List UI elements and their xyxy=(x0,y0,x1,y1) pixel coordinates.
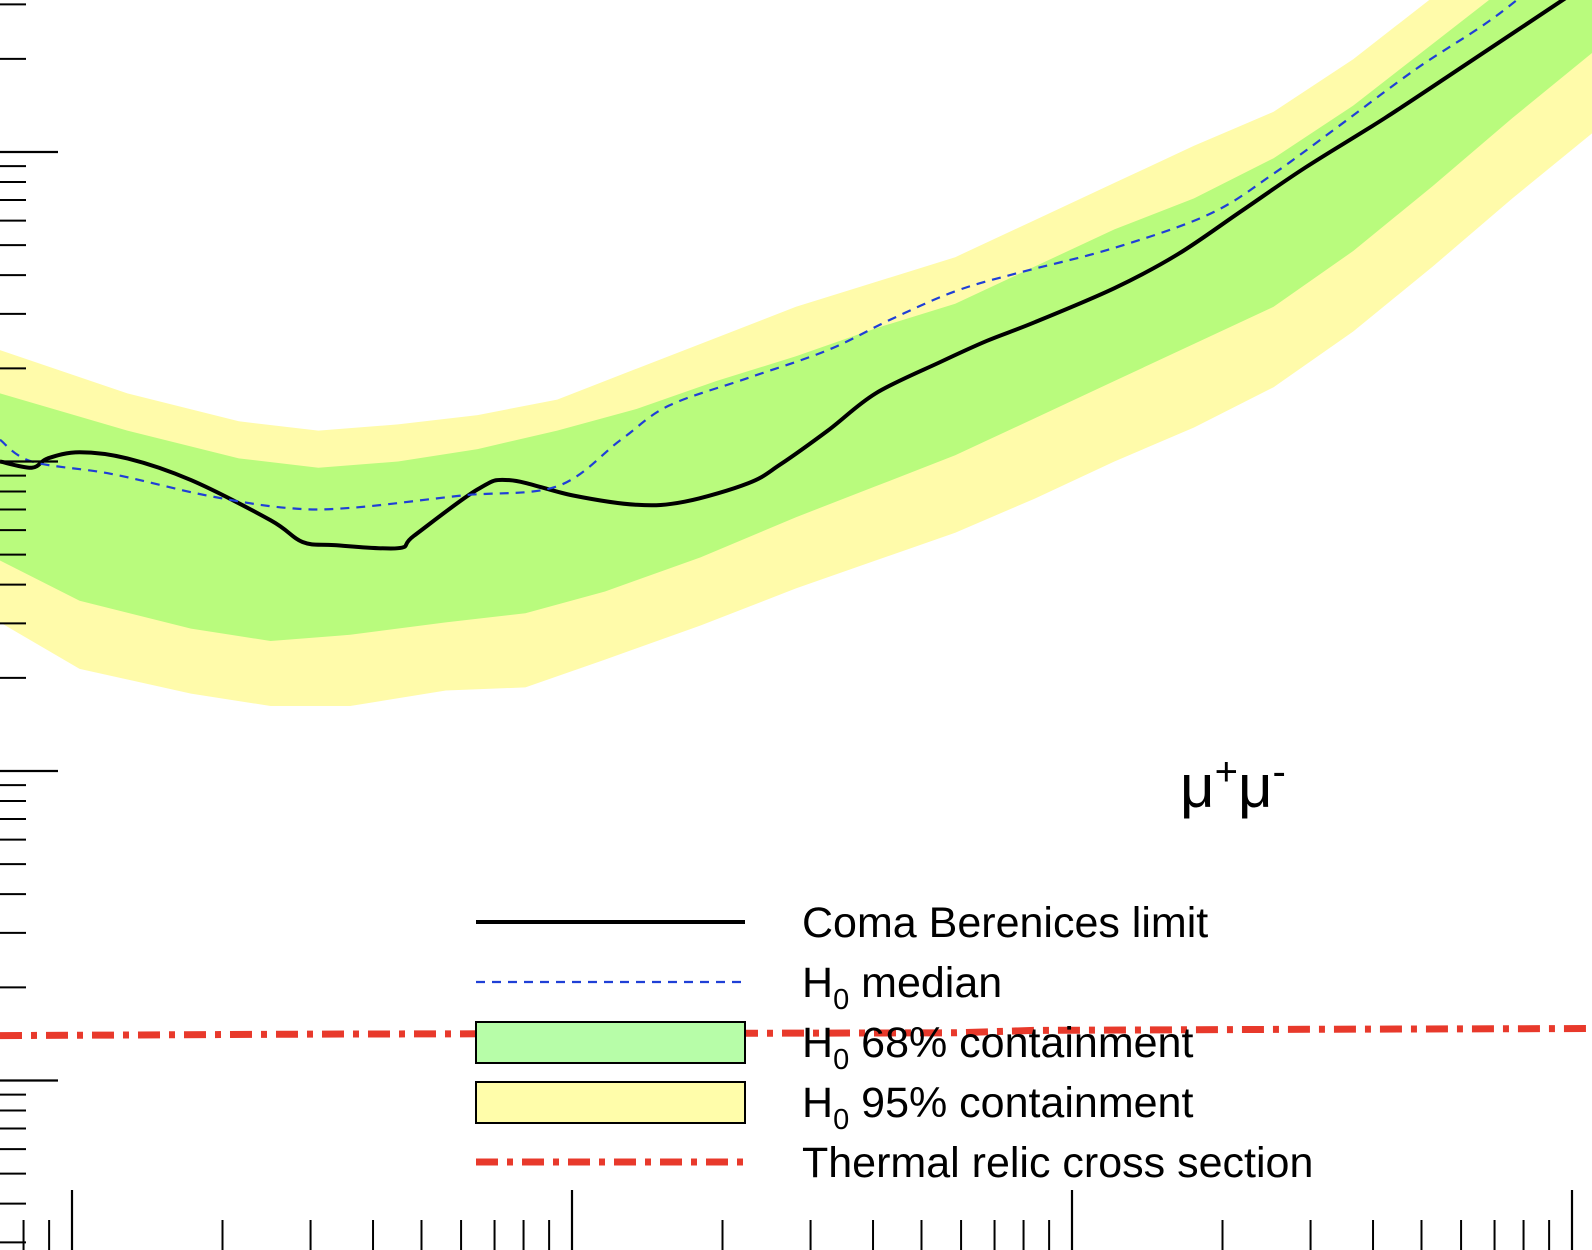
series-line-limit xyxy=(0,0,1567,551)
legend-label-sub: 0 xyxy=(833,1044,849,1076)
legend-label-main: Coma Berenices limit xyxy=(802,899,1208,947)
channel-mu-2: μ xyxy=(1238,753,1273,820)
series-line-thermal xyxy=(0,1025,1592,1040)
legend-label-band68: H0 68% containment xyxy=(802,1019,1193,1076)
channel-sup-minus: - xyxy=(1273,750,1286,794)
axes xyxy=(0,3,1574,1250)
legend-label-thermal: Thermal relic cross section xyxy=(802,1139,1313,1187)
legend-label-median: H0 median xyxy=(802,959,1002,1016)
legend-label-band95: H0 95% containment xyxy=(802,1079,1193,1136)
legend-entry-limit: Coma Berenices limit xyxy=(476,899,1208,947)
band-band68 xyxy=(0,0,1592,641)
series-line-median xyxy=(0,0,1519,511)
legend-label-sub: 0 xyxy=(833,1104,849,1136)
channel-label: μ+μ- xyxy=(1180,750,1286,820)
channel-mu: μ xyxy=(1180,753,1215,820)
legend-label-main: H xyxy=(802,959,833,1007)
legend-entry-band95: H0 95% containment xyxy=(475,1079,1193,1136)
legend-label-rest: 95% containment xyxy=(849,1079,1193,1127)
legend-label-main: Thermal relic cross section xyxy=(802,1139,1313,1187)
legend-label-rest: 68% containment xyxy=(849,1019,1193,1067)
legend-label-sub: 0 xyxy=(833,984,849,1016)
legend-label-main: H xyxy=(802,1019,833,1067)
legend-entry-band68: H0 68% containment xyxy=(475,1019,1193,1076)
channel-sup-plus: + xyxy=(1215,750,1238,794)
legend-swatch-band68 xyxy=(475,1021,746,1064)
series-lines xyxy=(0,0,1592,1040)
legend-swatch-band95 xyxy=(475,1081,746,1124)
legend-entry-median: H0 median xyxy=(476,959,1002,1016)
legend-entry-thermal: Thermal relic cross section xyxy=(476,1139,1313,1187)
legend-label-limit: Coma Berenices limit xyxy=(802,899,1208,947)
legend-label-main: H xyxy=(802,1079,833,1127)
legend-label-rest: median xyxy=(849,959,1002,1007)
containment-bands xyxy=(0,0,1592,706)
